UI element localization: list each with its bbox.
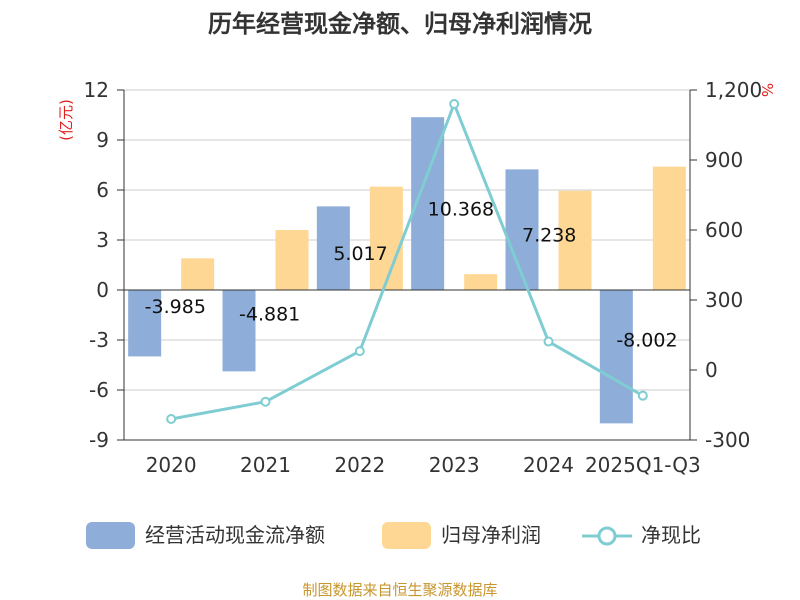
bar-cashflow — [222, 290, 256, 372]
left-axis-tick-label: 3 — [96, 228, 109, 252]
cashflow-data-label: 10.368 — [428, 199, 494, 221]
right-axis-tick-label: 600 — [705, 218, 743, 242]
bar-cashflow — [599, 290, 633, 424]
cashflow-data-label: -3.985 — [145, 296, 206, 318]
left-axis-tick-label: 6 — [96, 178, 109, 202]
ratio-point — [354, 346, 365, 357]
left-axis-tick-label: -9 — [89, 428, 109, 452]
ratio-point — [260, 396, 271, 407]
x-axis-tick-label: 2025Q1-Q3 — [585, 453, 701, 477]
bar-profit — [369, 186, 403, 290]
legend-label-profit: 归母净利润 — [441, 523, 541, 547]
ratio-point — [543, 336, 554, 347]
right-axis-unit: % — [758, 83, 776, 97]
legend-label-cashflow: 经营活动现金流净额 — [145, 523, 325, 547]
ratio-line — [166, 99, 648, 424]
right-axis-tick-label: 300 — [705, 288, 743, 312]
left-axis-tick-label: -3 — [89, 328, 109, 352]
left-axis-tick-label: 9 — [96, 128, 109, 152]
legend-swatch-profit — [382, 522, 431, 549]
chart-title: 历年经营现金净额、归母净利润情况 — [208, 10, 592, 38]
data-labels: -3.985 -4.881 5.017 10.368 7.238 -8.002 — [145, 199, 678, 352]
ratio-point — [449, 99, 460, 109]
legend-swatch-cashflow — [86, 522, 135, 549]
bar-profit — [275, 230, 309, 290]
right-axis-tick-label: 900 — [705, 148, 743, 172]
right-axis-tick-label: 0 — [705, 358, 718, 382]
x-axis-tick-label: 2023 — [429, 453, 480, 477]
legend-swatch-ratio-marker — [597, 526, 617, 546]
ratio-point — [166, 414, 177, 424]
bar-profit — [652, 166, 686, 290]
legend: 经营活动现金流净额 归母净利润 净现比 — [86, 522, 701, 549]
bar-profit — [558, 190, 592, 290]
legend-label-ratio: 净现比 — [641, 523, 701, 547]
source-note: 制图数据来自恒生聚源数据库 — [302, 581, 497, 599]
cashflow-data-label: -8.002 — [616, 330, 677, 352]
bar-cashflow — [316, 206, 350, 290]
ratio-point — [637, 390, 648, 401]
bars — [128, 117, 686, 424]
left-axis-tick-label: 12 — [84, 78, 109, 102]
x-axis-tick-label: 2021 — [240, 453, 291, 477]
cashflow-data-label: -4.881 — [239, 304, 300, 326]
ratio-polyline — [170, 99, 644, 421]
cashflow-data-label: 7.238 — [522, 225, 576, 247]
right-axis-tick-label: 1,200 — [705, 78, 762, 102]
bar-profit — [464, 274, 498, 290]
x-axis-tick-label: 2024 — [523, 453, 574, 477]
left-axis-tick-label: 0 — [96, 278, 109, 302]
bar-cashflow — [128, 290, 162, 357]
bar-cashflow — [505, 169, 539, 290]
left-axis-tick-label: -6 — [89, 378, 109, 402]
x-axis-tick-label: 2022 — [334, 453, 385, 477]
axes: 12 9 6 3 0 -3 -6 -9 1,200 900 600 300 0 -300 2020 2021 2… — [84, 78, 763, 477]
bar-profit — [181, 258, 215, 290]
right-axis-tick-label: -300 — [705, 428, 750, 452]
x-axis-tick-label: 2020 — [146, 453, 197, 477]
left-axis-unit: (亿元) — [57, 99, 75, 141]
cashflow-data-label: 5.017 — [333, 243, 387, 265]
